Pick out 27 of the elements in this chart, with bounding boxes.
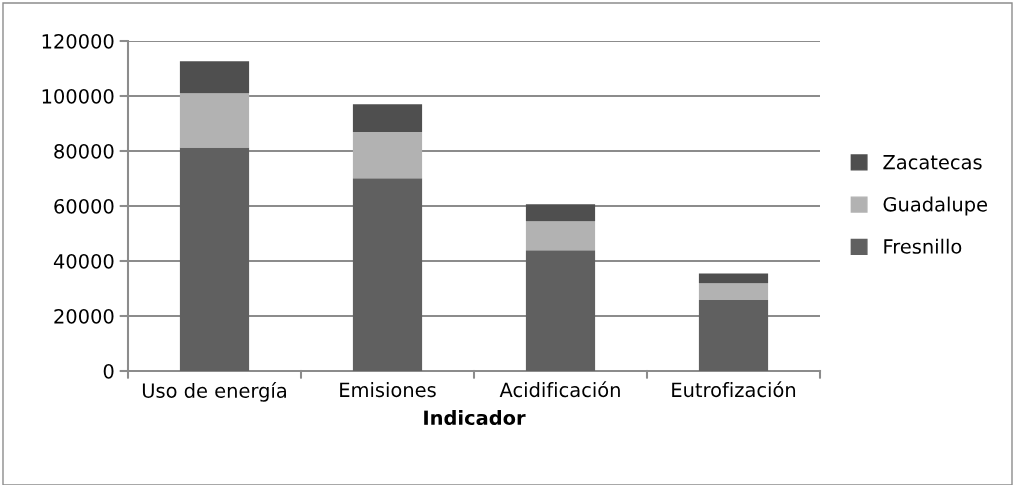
bar [352, 178, 423, 371]
bar [352, 132, 423, 179]
bar [698, 273, 769, 284]
bar [525, 221, 596, 251]
bar [352, 104, 423, 133]
legend-label: Zacatecas [883, 155, 982, 170]
y-tick-label: 0 [103, 363, 114, 379]
bar [698, 283, 769, 301]
x-tick-label: Uso de energía [142, 382, 286, 402]
y-tick-label: 20000 [54, 308, 114, 324]
x-tick-label: Eutrofización [672, 381, 796, 398]
x-tick-label: Emisiones [340, 382, 436, 398]
legend-label: Guadalupe [883, 196, 988, 216]
bar [698, 300, 769, 371]
legend-label: Fresnillo [884, 238, 962, 254]
bar [525, 204, 596, 222]
bar [179, 147, 250, 371]
x-tick-label: Acidificación [499, 381, 620, 398]
y-tick-label: 120000 [42, 33, 114, 49]
bar [525, 250, 596, 371]
bar [179, 93, 250, 148]
bar [179, 61, 250, 94]
y-tick-label: 80000 [54, 143, 114, 159]
y-tick-label: 40000 [53, 253, 114, 269]
y-tick-label: 100000 [42, 88, 114, 104]
x-axis-title: Indicador [424, 410, 526, 426]
y-tick-label: 60000 [54, 198, 114, 214]
